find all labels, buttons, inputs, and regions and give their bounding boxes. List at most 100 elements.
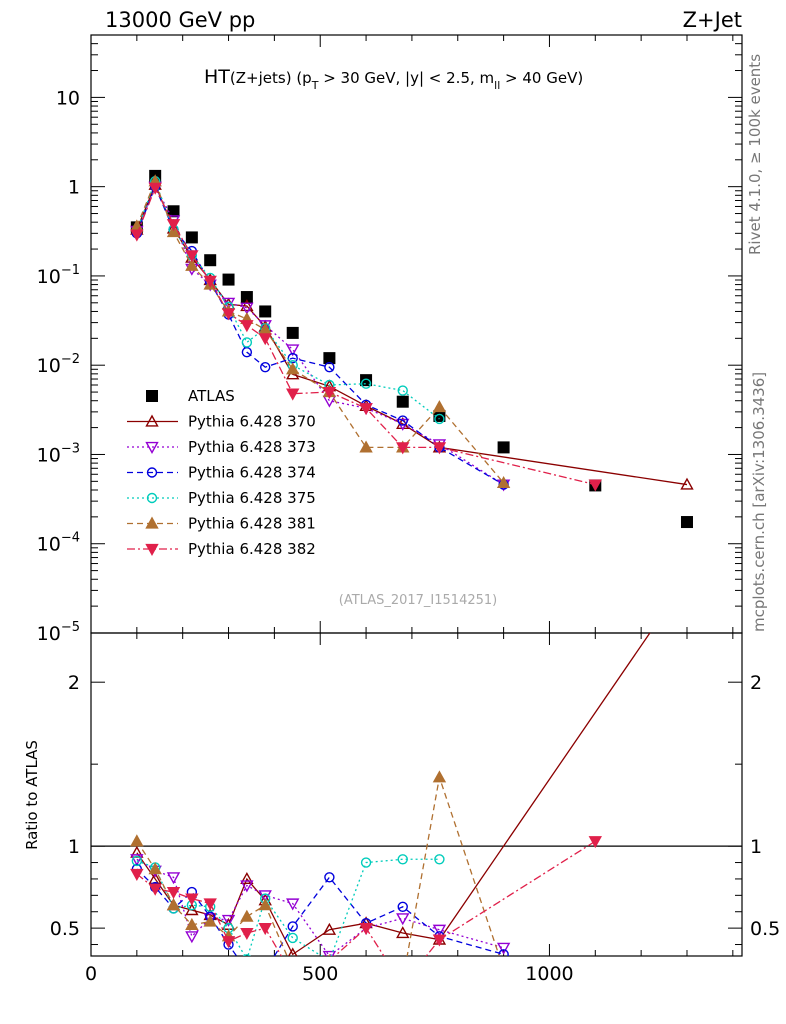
legend-label: Pythia 6.428 373	[188, 438, 316, 456]
ratio-plot-area	[91, 573, 742, 985]
ratio-point	[287, 971, 298, 981]
ratio-point	[203, 898, 217, 911]
ratio-point	[185, 893, 199, 906]
data-point	[359, 403, 373, 416]
data-point	[185, 231, 198, 244]
data-point	[185, 258, 199, 271]
y-tick-label: 10−1	[37, 263, 80, 288]
ratio-point	[258, 890, 272, 903]
x-tick-label: 500	[302, 963, 338, 985]
series-6-main	[130, 182, 602, 492]
x-tick-label: 1000	[525, 963, 573, 985]
ratio-point	[242, 966, 251, 975]
axes-group: 0 500 1000 10−5 10−4 10−3 10−2 10−1 1 10 0.5 0.5 1 1 2…	[37, 34, 780, 985]
ratio-point	[258, 923, 272, 936]
ratio-point	[130, 854, 144, 867]
ratio-point	[434, 854, 445, 865]
data-point	[286, 388, 300, 401]
ratio-point	[130, 845, 144, 858]
data-point	[204, 254, 217, 267]
ratio-point	[681, 573, 692, 583]
ratio-point	[148, 871, 162, 885]
legend-marker	[145, 414, 159, 427]
ratio-point	[286, 898, 300, 911]
data-point	[222, 273, 235, 286]
ratio-point	[203, 914, 217, 927]
data-point	[185, 250, 199, 263]
ratio-y-tick-label-right: 0.5	[750, 918, 780, 940]
data-point	[396, 442, 410, 455]
legend-label: Pythia 6.428 370	[188, 413, 316, 431]
y-tick-label: 1	[68, 177, 80, 199]
data-point	[286, 326, 299, 339]
ratio-point	[361, 975, 372, 985]
ratio-point	[496, 942, 511, 955]
ratio-point	[185, 917, 199, 930]
data-point	[203, 275, 217, 288]
ratio-point	[498, 964, 509, 974]
data-point	[166, 225, 181, 238]
ratio-point	[432, 770, 447, 783]
legend-label: Pythia 6.428 374	[188, 464, 316, 482]
data-point	[360, 374, 373, 387]
ratio-point	[287, 932, 298, 944]
ratio-point	[324, 872, 335, 883]
ratio-point	[221, 936, 236, 949]
process-label: Z+Jet	[683, 8, 742, 32]
y-tick-label: 10−3	[37, 441, 80, 466]
data-point	[240, 299, 254, 312]
ratio-y-tick-label-right: 2	[750, 672, 762, 694]
ratio-point	[397, 901, 408, 913]
y-tick-label: 10−4	[37, 531, 80, 556]
data-point	[241, 337, 253, 348]
data-point	[221, 308, 236, 321]
data-point	[240, 291, 253, 304]
chart-title: HT(Z+jets) (pT > 30 GeV, |y| < 2.5, mll …	[204, 66, 583, 92]
data-point	[432, 400, 447, 413]
y-tick-label: 10−2	[37, 352, 80, 377]
main-plot-area	[130, 169, 694, 529]
series-6-ratio	[130, 836, 602, 981]
ratio-point	[287, 964, 298, 974]
ratio-y-tick-label: 1	[68, 836, 80, 858]
data-point	[680, 477, 694, 490]
analysis-watermark: (ATLAS_2017_I1514251)	[339, 593, 497, 608]
data-point	[324, 361, 335, 373]
data-point	[432, 442, 447, 455]
legend-marker	[145, 516, 159, 529]
data-point	[322, 386, 337, 400]
data-point	[497, 441, 510, 454]
ratio-point	[359, 923, 373, 936]
ratio-point	[322, 950, 337, 956]
ratio-point	[148, 883, 162, 896]
data-point	[166, 219, 181, 232]
ratio-point	[203, 913, 217, 926]
data-point	[588, 479, 602, 492]
data-point	[240, 302, 254, 315]
ratio-y-tick-label: 0.5	[50, 918, 80, 940]
ratio-point	[396, 926, 410, 939]
ratio-point	[185, 931, 199, 944]
ratio-point	[166, 886, 181, 899]
legend: ATLAS Pythia 6.428 370 Pythia 6.428 373 Pyt…	[127, 387, 316, 558]
ratio-point	[240, 880, 254, 893]
legend-label: Pythia 6.428 381	[188, 515, 316, 533]
ratio-axis-label: Ratio to ATLAS	[23, 740, 41, 850]
ratio-point	[322, 922, 337, 935]
data-point	[360, 378, 372, 389]
legend-marker	[145, 441, 159, 454]
ratio-point	[287, 921, 298, 932]
ratio-point	[258, 898, 272, 911]
series-5-ratio-line	[136, 777, 500, 956]
ratio-point	[130, 834, 144, 847]
data-point	[260, 361, 271, 373]
data-point	[258, 333, 272, 346]
data-point	[397, 385, 408, 396]
data-point	[359, 440, 373, 453]
rivet-label: Rivet 4.1.0, ≥ 100k events	[746, 54, 764, 255]
legend-label: Pythia 6.428 375	[188, 489, 316, 507]
ratio-point	[242, 954, 251, 956]
data-point	[496, 475, 511, 489]
ratio-point	[221, 914, 236, 927]
